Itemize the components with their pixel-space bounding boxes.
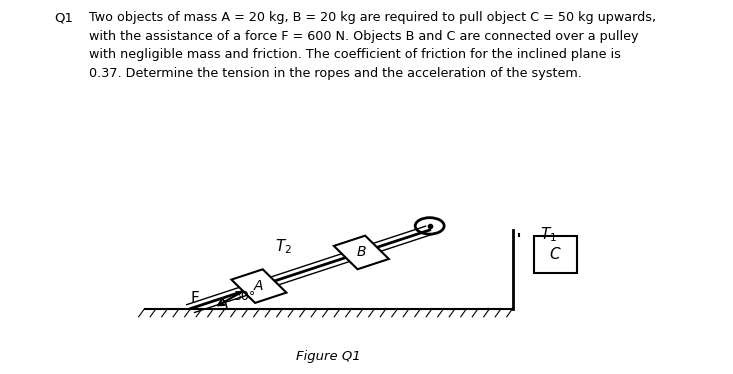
Text: $T_2$: $T_2$	[276, 237, 292, 256]
Bar	[534, 236, 577, 273]
Polygon shape	[334, 236, 388, 269]
Text: $C$: $C$	[549, 246, 561, 262]
Text: Two objects of mass A = 20 kg, B = 20 kg are required to pull object C = 50 kg u: Two objects of mass A = 20 kg, B = 20 kg…	[89, 11, 656, 80]
Text: $T_1$: $T_1$	[540, 226, 557, 244]
Polygon shape	[232, 269, 287, 303]
Text: Q1: Q1	[54, 11, 73, 24]
Text: $A$: $A$	[254, 279, 265, 293]
Text: F: F	[191, 291, 199, 306]
Text: 30°: 30°	[233, 290, 256, 303]
Text: $B$: $B$	[356, 245, 366, 260]
Text: Figure Q1: Figure Q1	[296, 350, 361, 363]
